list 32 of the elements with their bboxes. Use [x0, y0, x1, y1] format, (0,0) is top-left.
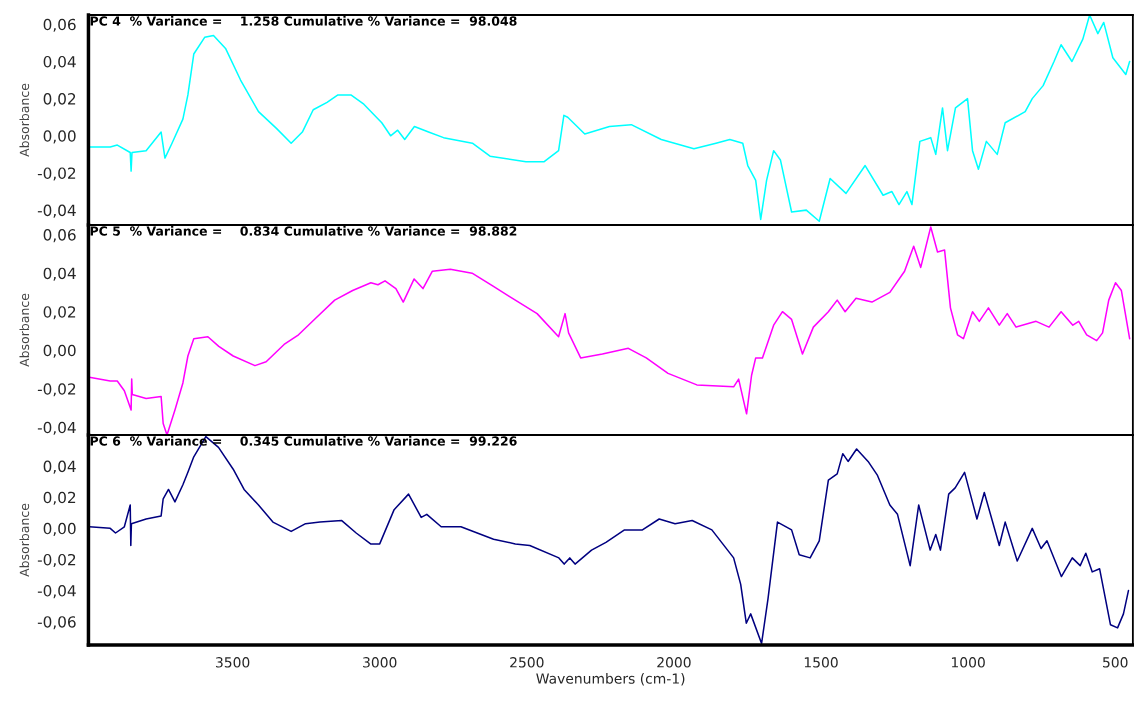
y-axis-title: Absorbance [19, 503, 30, 577]
y-axis-title: Absorbance [19, 293, 30, 367]
y-tick-label: -0,04 [37, 204, 76, 218]
y-tick-label: 0,04 [43, 460, 76, 474]
x-tick-label: 2500 [510, 657, 544, 668]
y-tick-label: 0,06 [43, 18, 76, 32]
y-tick-label: -0,04 [37, 421, 76, 435]
y-axis-title: Absorbance [19, 83, 30, 157]
y-tick-label: 0,00 [43, 344, 76, 358]
y-tick-label: -0,06 [37, 616, 76, 630]
y-tick-label: 0,02 [43, 491, 76, 505]
x-tick-label: 2000 [657, 657, 691, 668]
x-tick-label: 1000 [951, 657, 985, 668]
line-series [88, 435, 1130, 645]
y-tick-label: -0,02 [37, 553, 76, 568]
chart-title: PC 5 % Variance = 0.834 Cumulative % Variance = 98.882 [90, 226, 517, 236]
y-tick-label: -0,02 [37, 167, 76, 181]
x-axis-title: Wavenumbers (cm-1) [536, 673, 685, 686]
x-tick-label: 500 [1103, 657, 1128, 668]
y-tick-label: 0,02 [43, 306, 76, 320]
x-tick-label: 1500 [804, 657, 838, 668]
y-tick-label: -0,04 [37, 585, 76, 599]
y-tick-label: 0,00 [43, 522, 76, 536]
y-tick-label: 0,06 [43, 229, 76, 243]
y-tick-label: -0,02 [37, 383, 76, 397]
y-tick-label: 0,00 [43, 130, 76, 144]
x-tick-label: 3500 [216, 657, 250, 668]
chart-title: PC 4 % Variance = 1.258 Cumulative % Variance = 98.048 [90, 16, 517, 26]
x-tick-label: 3000 [363, 657, 397, 668]
y-tick-label: 0,04 [43, 55, 76, 70]
y-tick-label: 0,02 [43, 93, 76, 107]
y-tick-label: 0,04 [43, 267, 76, 281]
